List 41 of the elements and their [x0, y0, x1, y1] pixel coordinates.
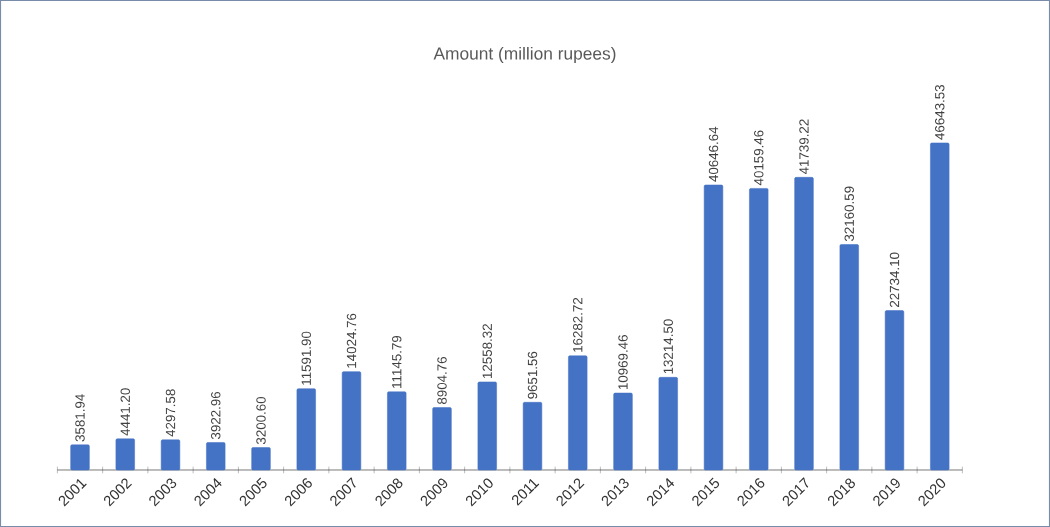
bar — [387, 391, 407, 471]
bar — [206, 442, 226, 471]
data-label: 8904.76 — [437, 357, 447, 405]
chart-title: Amount (million rupees) — [433, 46, 616, 64]
data-label: 4297.58 — [165, 389, 176, 437]
bar — [341, 371, 362, 471]
bar — [658, 377, 678, 471]
data-label: 40646.64 — [708, 126, 719, 182]
data-label: 13214.50 — [663, 319, 673, 374]
bar — [432, 407, 452, 471]
bar — [568, 355, 588, 471]
data-label: 12558.32 — [482, 324, 492, 378]
bar — [296, 388, 316, 471]
bar — [251, 447, 271, 471]
data-label: 11145.79 — [392, 335, 402, 388]
bar — [703, 184, 724, 471]
bar — [794, 177, 814, 471]
data-label: 16282.72 — [573, 297, 583, 352]
bar — [522, 402, 543, 471]
data-label: 11591.90 — [301, 331, 311, 385]
data-label: 9651.56 — [527, 351, 538, 399]
data-label: 46643.53 — [935, 84, 945, 140]
data-label: 10969.46 — [618, 335, 628, 390]
data-label: 32160.59 — [844, 186, 854, 242]
bar — [70, 444, 90, 471]
data-label: 41739.22 — [799, 119, 809, 175]
data-label: 3922.96 — [211, 391, 221, 440]
bar — [613, 392, 633, 471]
data-label: 4441.20 — [120, 388, 130, 436]
bar — [477, 381, 497, 471]
bar — [160, 439, 181, 471]
data-label: 14024.76 — [346, 313, 357, 368]
data-label: 22734.10 — [889, 252, 900, 307]
data-label: 40159.46 — [754, 130, 764, 186]
bar — [115, 438, 135, 471]
bar — [839, 244, 859, 471]
bar — [884, 310, 905, 471]
data-label: 3200.60 — [256, 396, 266, 445]
bar — [930, 142, 950, 471]
data-label: 3581.94 — [75, 394, 85, 442]
bar — [749, 188, 769, 471]
